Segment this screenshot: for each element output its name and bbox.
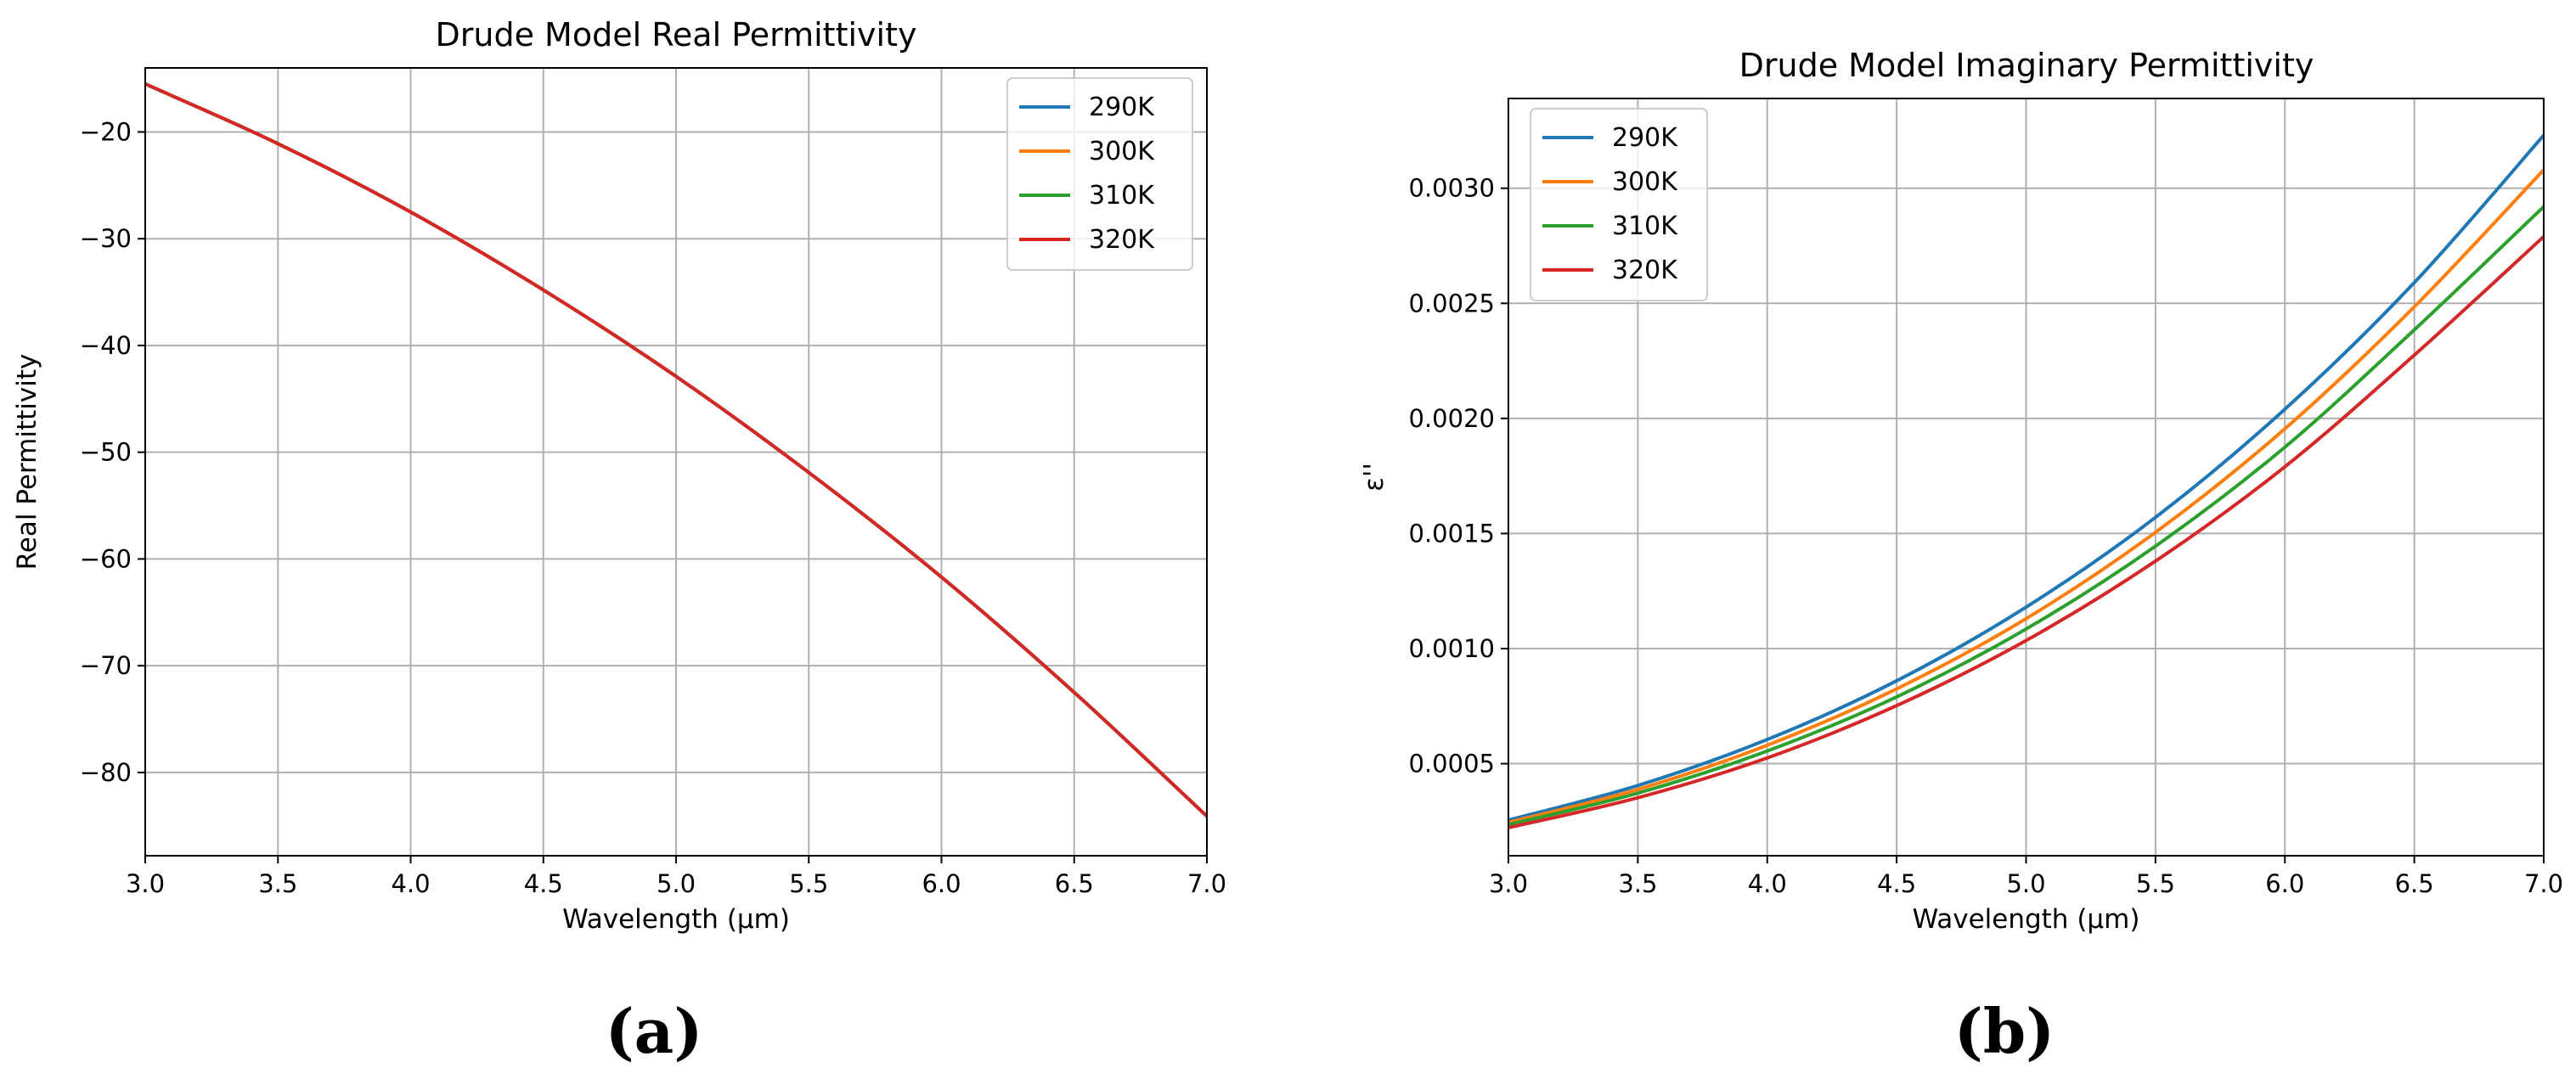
series-line-300k: [1508, 168, 2544, 824]
y-tick-label: −70: [80, 651, 132, 680]
chart-title: Drude Model Imaginary Permittivity: [1739, 47, 2314, 84]
legend-label-300k: 300K: [1089, 137, 1155, 166]
panel-label-a: (a): [606, 995, 703, 1067]
series-line-310k: [1508, 205, 2544, 827]
y-tick-label: −20: [80, 117, 132, 146]
series-group: [145, 82, 1207, 818]
x-tick-label: 7.0: [2524, 869, 2563, 898]
y-tick-label: −80: [80, 758, 132, 787]
x-tick-label: 3.0: [126, 869, 165, 898]
panel-label-b: (b): [1954, 995, 2055, 1067]
series-line-320k: [145, 82, 1207, 818]
x-tick-label: 7.0: [1187, 869, 1226, 898]
x-axis-label: Wavelength (μm): [1913, 904, 2140, 935]
x-tick-label: 6.0: [2265, 869, 2304, 898]
x-axis-label: Wavelength (μm): [562, 904, 790, 935]
x-tick-label: 4.5: [1877, 869, 1916, 898]
x-tick-label: 6.5: [2395, 869, 2434, 898]
x-tick-label: 4.0: [391, 869, 430, 898]
y-tick-label: 0.0030: [1409, 174, 1495, 203]
x-tick-label: 6.0: [922, 869, 961, 898]
x-tick-label: 4.5: [524, 869, 563, 898]
legend-box: [1530, 108, 1708, 301]
legend: 290K 300K 310K 320K: [1006, 77, 1193, 271]
x-tick-label: 3.5: [258, 869, 297, 898]
legend-label-290k: 290K: [1612, 123, 1678, 153]
legend: 290K 300K 310K 320K: [1530, 108, 1708, 301]
x-tick-label: 6.5: [1055, 869, 1094, 898]
series-group: [1508, 134, 2544, 829]
legend-label-310k: 310K: [1612, 211, 1678, 241]
y-tick-label: 0.0025: [1409, 289, 1495, 318]
y-tick-label: −40: [80, 331, 132, 360]
legend-label-320k: 320K: [1612, 256, 1678, 285]
legend-label-310k: 310K: [1089, 181, 1155, 211]
series-line-290k: [1508, 134, 2544, 822]
legend-label-300k: 300K: [1612, 167, 1678, 197]
x-tick-label: 5.0: [2006, 869, 2045, 898]
y-tick-label: −30: [80, 224, 132, 253]
y-tick-label: 0.0005: [1409, 750, 1495, 778]
y-tick-label: 0.0015: [1409, 519, 1495, 548]
y-tick-label: −50: [80, 438, 132, 467]
legend-label-290k: 290K: [1089, 93, 1155, 122]
x-tick-label: 3.5: [1618, 869, 1657, 898]
x-tick-label: 5.5: [2136, 869, 2175, 898]
legend-box: [1006, 77, 1193, 271]
chart-imaginary-permittivity: 3.0 3.5 4.0 4.5 5.0 5.5 6.0 6.5 7.0 0.0005 0.0010 0…: [1359, 47, 2563, 935]
x-tick-label: 5.0: [657, 869, 696, 898]
chart-real-permittivity: 3.0 3.5 4.0 4.5 5.0 5.5 6.0 6.5 7.0 −80 −70 −60 −50 −…: [12, 16, 1226, 935]
grid: [144, 68, 1208, 856]
y-axis-label: Real Permittivity: [12, 354, 42, 570]
x-tick-label: 4.0: [1748, 869, 1787, 898]
x-tick-label: 5.5: [789, 869, 828, 898]
series-line-320k: [1508, 235, 2544, 829]
y-tick-label: 0.0020: [1409, 404, 1495, 433]
chart-title: Drude Model Real Permittivity: [436, 16, 917, 53]
y-tick-label: −60: [80, 544, 132, 573]
y-tick-label: 0.0010: [1409, 634, 1495, 663]
x-tick-label: 3.0: [1489, 869, 1528, 898]
y-axis-label: ε'': [1359, 463, 1389, 492]
legend-label-320k: 320K: [1089, 225, 1155, 255]
